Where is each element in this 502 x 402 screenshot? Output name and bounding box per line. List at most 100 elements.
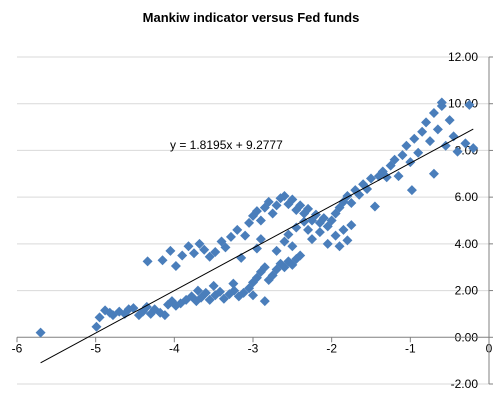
data-point	[170, 261, 181, 272]
data-point	[369, 201, 380, 212]
data-point	[326, 215, 337, 226]
data-points	[35, 97, 479, 338]
data-point	[208, 280, 219, 291]
data-point	[307, 234, 317, 245]
chart-title: Mankiw indicator versus Fed funds	[143, 10, 360, 25]
data-point	[228, 278, 239, 289]
data-point	[192, 285, 203, 296]
y-tick-label-4: 4.00	[455, 237, 479, 251]
data-point	[279, 190, 290, 201]
data-point	[279, 236, 290, 247]
data-point	[183, 241, 194, 252]
data-point	[267, 208, 278, 219]
y-tick-label-7: -2.00	[451, 377, 479, 391]
data-point	[291, 254, 302, 265]
x-tick-label-5: -1	[405, 341, 416, 355]
data-point	[251, 243, 262, 254]
data-point	[259, 262, 270, 273]
data-point	[436, 97, 447, 108]
data-point	[240, 230, 251, 241]
data-point	[346, 220, 357, 231]
data-point	[417, 126, 428, 137]
data-point	[440, 140, 451, 151]
data-point	[255, 215, 266, 226]
data-point	[366, 173, 376, 184]
data-point	[428, 108, 439, 119]
data-point	[255, 234, 266, 245]
data-point	[189, 248, 199, 259]
data-point	[444, 115, 455, 126]
data-point	[405, 157, 416, 168]
data-point	[238, 287, 249, 298]
data-point	[177, 250, 188, 261]
data-point	[389, 154, 400, 165]
data-point	[330, 230, 341, 241]
data-point	[452, 146, 463, 157]
data-point	[314, 227, 325, 238]
data-point	[283, 229, 294, 240]
data-point	[210, 247, 221, 258]
data-point	[165, 245, 176, 256]
data-point	[35, 327, 46, 338]
trendline-group	[40, 128, 474, 364]
data-point	[334, 241, 345, 252]
data-point	[362, 183, 373, 194]
data-point	[263, 196, 274, 207]
data-point	[128, 303, 139, 314]
data-point	[291, 222, 302, 233]
data-point	[157, 255, 168, 266]
data-point	[413, 147, 424, 158]
data-point	[251, 206, 262, 217]
data-point	[204, 251, 215, 262]
data-point	[271, 200, 282, 211]
data-point	[194, 238, 205, 249]
trendline-equation: y = 1.8195x + 9.2777	[170, 138, 283, 152]
data-point	[460, 138, 471, 149]
data-point	[393, 171, 404, 182]
y-tick-label-3: 6.00	[455, 190, 479, 204]
data-point	[338, 224, 349, 235]
data-point	[287, 241, 298, 252]
data-point	[287, 194, 298, 205]
data-point	[244, 217, 255, 228]
data-point	[322, 238, 333, 249]
data-point	[229, 285, 240, 296]
data-point	[159, 310, 170, 321]
data-point	[303, 224, 314, 235]
data-point	[295, 250, 306, 261]
data-point	[142, 256, 153, 267]
x-tick-label-1: -5	[90, 341, 101, 355]
data-point	[318, 213, 329, 224]
data-point	[421, 117, 432, 128]
data-point	[200, 287, 211, 298]
data-point	[204, 294, 215, 305]
data-point	[271, 245, 282, 256]
data-point	[401, 140, 412, 151]
data-point	[303, 203, 314, 214]
data-point	[409, 133, 420, 144]
data-point	[232, 224, 243, 235]
data-point	[464, 99, 475, 110]
y-tick-label-0: 12.00	[448, 50, 478, 64]
y-tick-label-5: 2.00	[455, 284, 479, 298]
data-point	[432, 124, 443, 135]
data-point	[91, 321, 102, 332]
x-tick-label-4: -2	[326, 341, 337, 355]
data-point	[397, 150, 408, 161]
data-point	[310, 209, 321, 220]
data-point	[220, 242, 231, 253]
data-point	[94, 312, 105, 323]
data-point	[214, 286, 225, 297]
data-point	[295, 200, 306, 211]
data-point	[225, 231, 236, 242]
data-point	[406, 185, 417, 196]
data-point	[199, 244, 210, 255]
data-point	[428, 168, 439, 179]
data-point	[342, 235, 353, 246]
y-tick-label-1: 10.00	[448, 97, 478, 111]
data-point	[259, 296, 270, 307]
x-tick-label-2: -4	[169, 341, 180, 355]
data-point	[218, 293, 229, 304]
